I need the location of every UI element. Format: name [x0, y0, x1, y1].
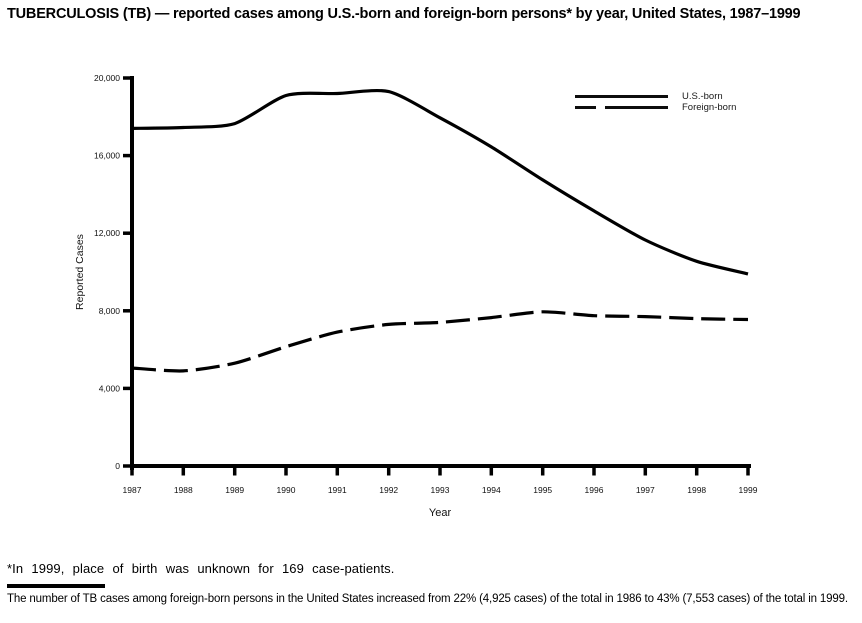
- series-line-foreign-born: [131, 310, 749, 373]
- us-born-line-sample: [575, 94, 668, 99]
- y-tick-label: 16,000: [94, 151, 120, 161]
- x-tick-label: 1988: [174, 485, 193, 495]
- legend-label-us-born: U.S.-born: [682, 91, 723, 102]
- y-tick-label: 4,000: [99, 383, 121, 393]
- x-tick-label: 1989: [225, 485, 244, 495]
- y-axis-label: Reported Cases: [74, 234, 86, 310]
- y-tick-label: 12,000: [94, 228, 120, 238]
- footnote-asterisk: *In 1999, place of birth was unknown for…: [7, 561, 395, 576]
- x-tick-label: 1998: [687, 485, 706, 495]
- legend-item-foreign-born: Foreign-born: [575, 102, 736, 113]
- x-tick-label: 1996: [585, 485, 604, 495]
- tb-line-chart: 0 4,000 8,000 12,000 16,000 20,000 1987 1988 198…: [94, 73, 758, 495]
- x-tick-label: 1987: [123, 485, 142, 495]
- x-tick-label: 1990: [277, 485, 296, 495]
- y-tick-label: 8,000: [99, 306, 121, 316]
- legend-item-us-born: U.S.-born: [575, 91, 736, 102]
- x-tick-label: 1994: [482, 485, 501, 495]
- chart-title: TUBERCULOSIS (TB) — reported cases among…: [7, 6, 801, 22]
- y-tick-label: 0: [115, 461, 120, 471]
- foreign-born-line-sample: [575, 105, 668, 110]
- x-tick-label: 1991: [328, 485, 347, 495]
- x-tick-label: 1999: [739, 485, 758, 495]
- x-tick-label: 1992: [379, 485, 398, 495]
- y-tick-label: 20,000: [94, 73, 120, 83]
- x-tick-label: 1993: [431, 485, 450, 495]
- legend-label-foreign-born: Foreign-born: [682, 102, 737, 113]
- x-tick-label: 1995: [533, 485, 552, 495]
- x-tick-label: 1997: [636, 485, 655, 495]
- footnote-note: The number of TB cases among foreign-bor…: [7, 593, 848, 605]
- legend: U.S.-born Foreign-born: [575, 91, 736, 113]
- x-axis-label: Year: [428, 507, 452, 519]
- series-line-u-s-born: [131, 88, 749, 276]
- footnote-divider: [7, 584, 105, 588]
